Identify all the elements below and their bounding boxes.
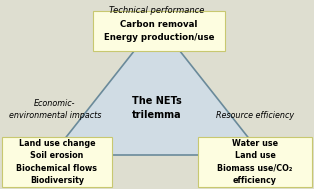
Text: Technical performance: Technical performance <box>109 6 205 15</box>
Polygon shape <box>52 22 262 155</box>
Text: The NETs
trilemma: The NETs trilemma <box>132 96 182 120</box>
Text: Carbon removal
Energy production/use: Carbon removal Energy production/use <box>104 20 214 42</box>
FancyBboxPatch shape <box>93 11 225 51</box>
Text: Water use
Land use
Biomass use/CO₂
efficiency: Water use Land use Biomass use/CO₂ effic… <box>217 139 293 185</box>
Text: Economic-
environmental impacts: Economic- environmental impacts <box>9 99 101 120</box>
FancyBboxPatch shape <box>198 137 312 187</box>
Text: Resource efficiency: Resource efficiency <box>216 111 294 120</box>
Text: Land use change
Soil erosion
Biochemical flows
Biodiversity: Land use change Soil erosion Biochemical… <box>17 139 98 185</box>
FancyBboxPatch shape <box>2 137 112 187</box>
